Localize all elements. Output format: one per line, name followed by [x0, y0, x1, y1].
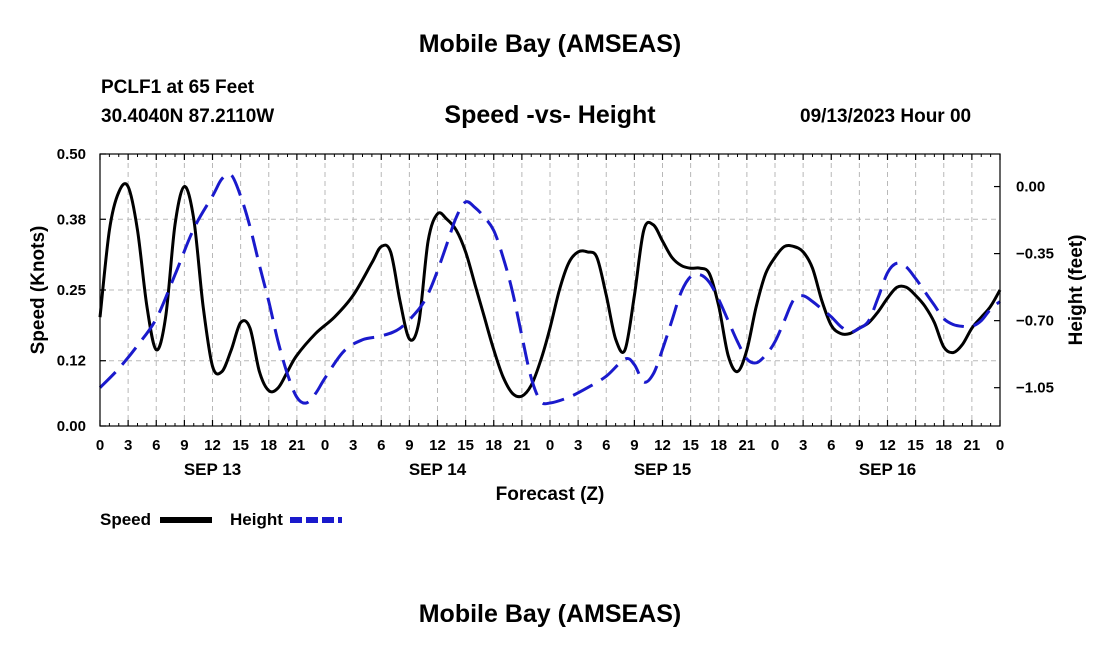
series-group	[98, 172, 1002, 406]
x-tick-label: 18	[260, 437, 277, 454]
y-axis-left-label: Speed (Knots)	[28, 226, 49, 355]
y-left-tick-label: 0.12	[57, 353, 86, 370]
x-tick-label: 6	[827, 437, 835, 454]
x-tick-label: 6	[377, 437, 385, 454]
footer-title: Mobile Bay (AMSEAS)	[418, 600, 682, 628]
x-tick-label: 6	[602, 437, 610, 454]
y-right-tick-label: −1.05	[1016, 380, 1054, 397]
y-right-tick-label: −0.35	[1016, 246, 1054, 263]
x-tick-label: 0	[771, 437, 779, 454]
x-tick-label: 15	[682, 437, 699, 454]
x-tick-label: 3	[124, 437, 132, 454]
x-tick-label: 12	[429, 437, 446, 454]
x-tick-label: 9	[855, 437, 863, 454]
x-tick-label: 0	[546, 437, 554, 454]
x-tick-label: 18	[710, 437, 727, 454]
day-label: SEP 13	[184, 460, 241, 479]
x-tick-label: 21	[739, 437, 756, 454]
x-tick-label: 6	[152, 437, 160, 454]
x-tick-label: 9	[180, 437, 188, 454]
chart-title: Mobile Bay (AMSEAS)	[418, 30, 682, 58]
x-tick-label: 0	[96, 437, 104, 454]
day-label: SEP 14	[409, 460, 467, 479]
x-tick-label: 3	[574, 437, 582, 454]
x-tick-label: 3	[799, 437, 807, 454]
x-tick-label: 18	[485, 437, 502, 454]
x-tick-label: 21	[964, 437, 981, 454]
y-left-tick-label: 0.50	[57, 146, 86, 163]
x-tick-label: 9	[405, 437, 413, 454]
x-tick-label: 15	[232, 437, 249, 454]
x-tick-label: 12	[654, 437, 671, 454]
day-label: SEP 16	[859, 460, 916, 479]
station-label: PCLF1 at 65 Feet	[101, 77, 255, 98]
x-tick-label: 21	[289, 437, 306, 454]
day-label: SEP 15	[634, 460, 691, 479]
axes: 0 3 6 9 12 15 18 21 0 3 6 9 12 15 18 21 0 3 6 9 12 15 18 21 0 3 6 9…	[57, 146, 1054, 479]
x-tick-label: 0	[996, 437, 1004, 454]
y-left-tick-label: 0.25	[57, 282, 86, 299]
y-left-tick-label: 0.38	[57, 211, 86, 228]
y-right-tick-label: −0.70	[1016, 313, 1054, 330]
y-left-tick-label: 0.00	[57, 418, 86, 435]
chart-subtitle: Speed -vs- Height	[444, 101, 656, 129]
x-tick-label: 15	[457, 437, 474, 454]
x-tick-label: 12	[879, 437, 896, 454]
legend-height-label: Height	[230, 510, 283, 529]
x-axis-label: Forecast (Z)	[496, 484, 605, 505]
x-tick-label: 9	[630, 437, 638, 454]
x-tick-label: 3	[349, 437, 357, 454]
forecast-datetime: 09/13/2023 Hour 00	[800, 106, 972, 127]
grid	[100, 154, 1000, 426]
y-right-tick-label: 0.00	[1016, 179, 1045, 196]
y-axis-right-label: Height (feet)	[1066, 235, 1087, 346]
x-tick-label: 12	[204, 437, 221, 454]
x-tick-label: 18	[935, 437, 952, 454]
station-coordinates: 30.4040N 87.2110W	[101, 106, 275, 127]
x-tick-label: 15	[907, 437, 924, 454]
legend-speed-label: Speed	[100, 510, 151, 529]
x-tick-label: 21	[514, 437, 531, 454]
legend: Speed Height	[100, 510, 342, 529]
x-tick-label: 0	[321, 437, 329, 454]
series-line-height	[98, 172, 1001, 406]
